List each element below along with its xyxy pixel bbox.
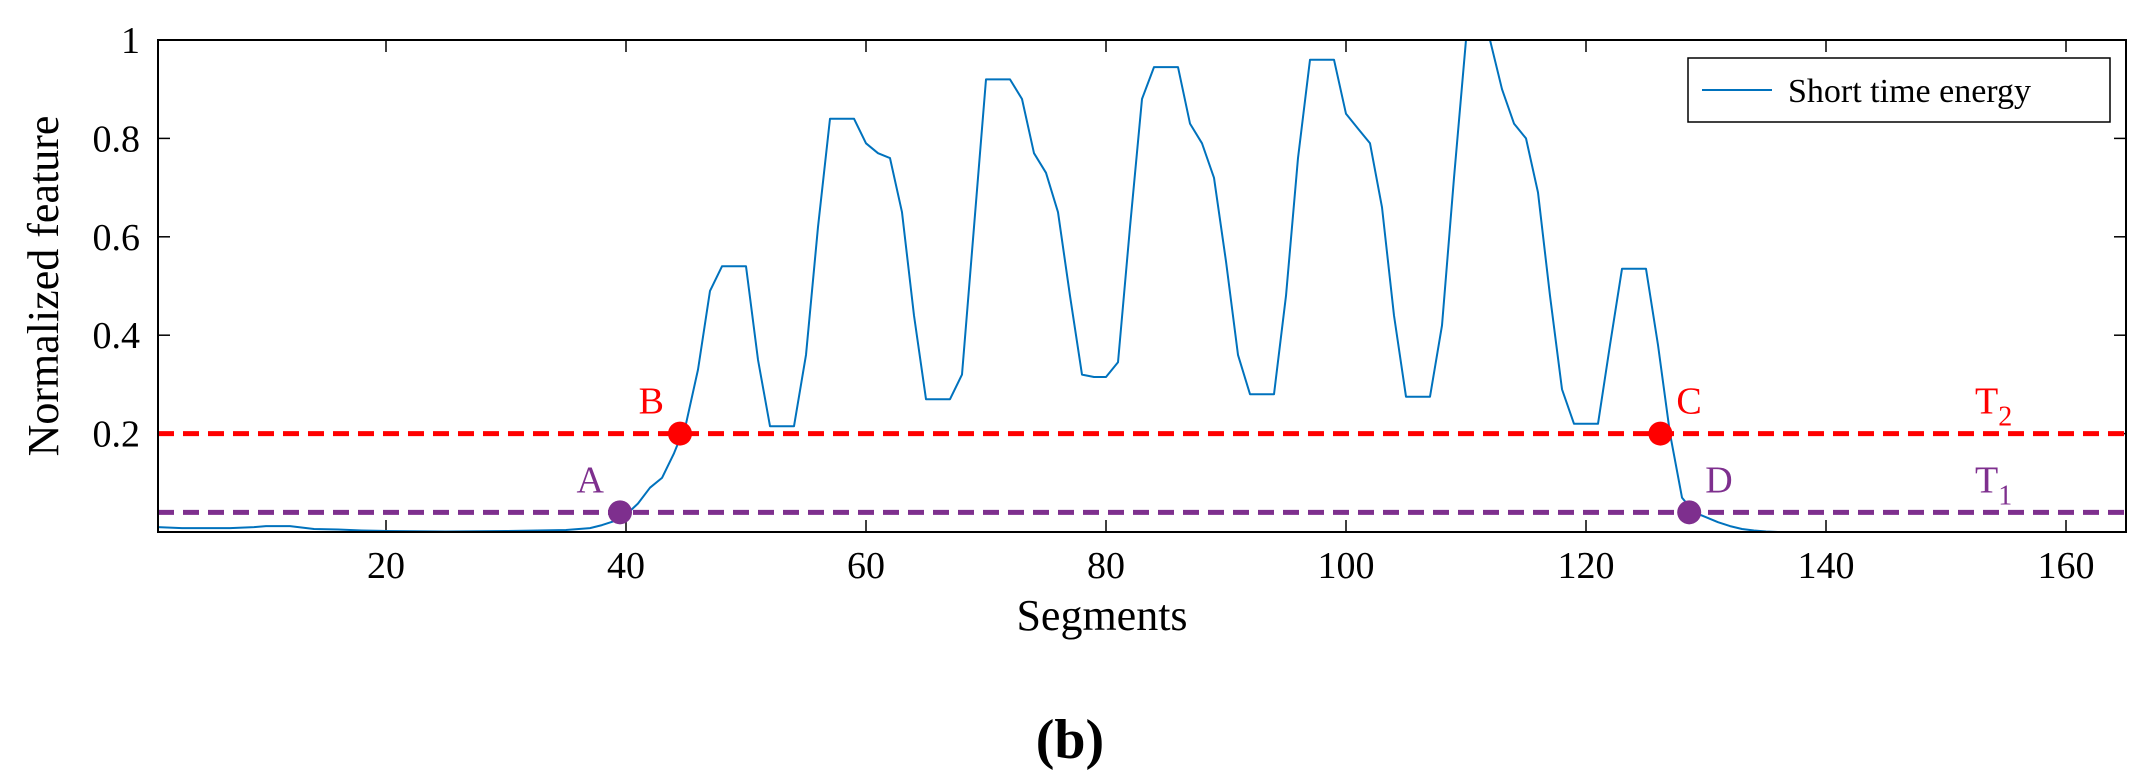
x-tick-label-140: 140	[1798, 545, 1855, 587]
threshold-lines: T2 T1	[158, 381, 2126, 515]
x-axis-label: Segments	[1016, 591, 1187, 640]
marked-points: AB CD	[577, 381, 1733, 525]
threshold-label-t1: T1	[1975, 459, 2012, 511]
x-tick-label-60: 60	[847, 545, 885, 587]
point-marker-d	[1677, 500, 1702, 525]
y-tick-label-1: 1	[121, 20, 140, 62]
y-tick-label-0-2: 0.2	[93, 414, 141, 456]
legend-label-short-time-energy: Short time energy	[1788, 73, 2031, 110]
threshold-label-t2: T2	[1975, 381, 2012, 433]
x-tick-label-20: 20	[367, 545, 405, 587]
y-tick-label-0-8: 0.8	[93, 118, 141, 160]
legend: Short time energy	[1687, 57, 2111, 123]
panel-label: (b)	[1036, 709, 1104, 771]
point-label-b: B	[639, 381, 664, 423]
series-lines	[157, 39, 2126, 533]
x-tick-label-100: 100	[1318, 545, 1375, 587]
plot-frame	[157, 39, 2127, 533]
y-tick-label-0-4: 0.4	[93, 315, 141, 357]
x-tick-label-120: 120	[1558, 545, 1615, 587]
point-marker-a	[608, 500, 632, 525]
point-marker-b	[668, 421, 692, 446]
series-line-short-time-energy	[157, 39, 2126, 533]
y-tick-label-0-6: 0.6	[93, 217, 141, 259]
tick-labels: 20 40 60 80 100 120 140 160 0.2 0.4 0.6 0.8 1	[93, 20, 2095, 587]
point-label-d: D	[1705, 459, 1732, 501]
y-axis-label: Normalized feature	[19, 116, 68, 457]
x-tick-label-40: 40	[607, 545, 645, 587]
x-tick-label-80: 80	[1087, 545, 1125, 587]
x-tick-label-160: 160	[2038, 545, 2095, 587]
point-marker-c	[1648, 421, 1673, 446]
point-label-a: A	[577, 459, 605, 501]
point-label-c: C	[1676, 381, 1701, 423]
